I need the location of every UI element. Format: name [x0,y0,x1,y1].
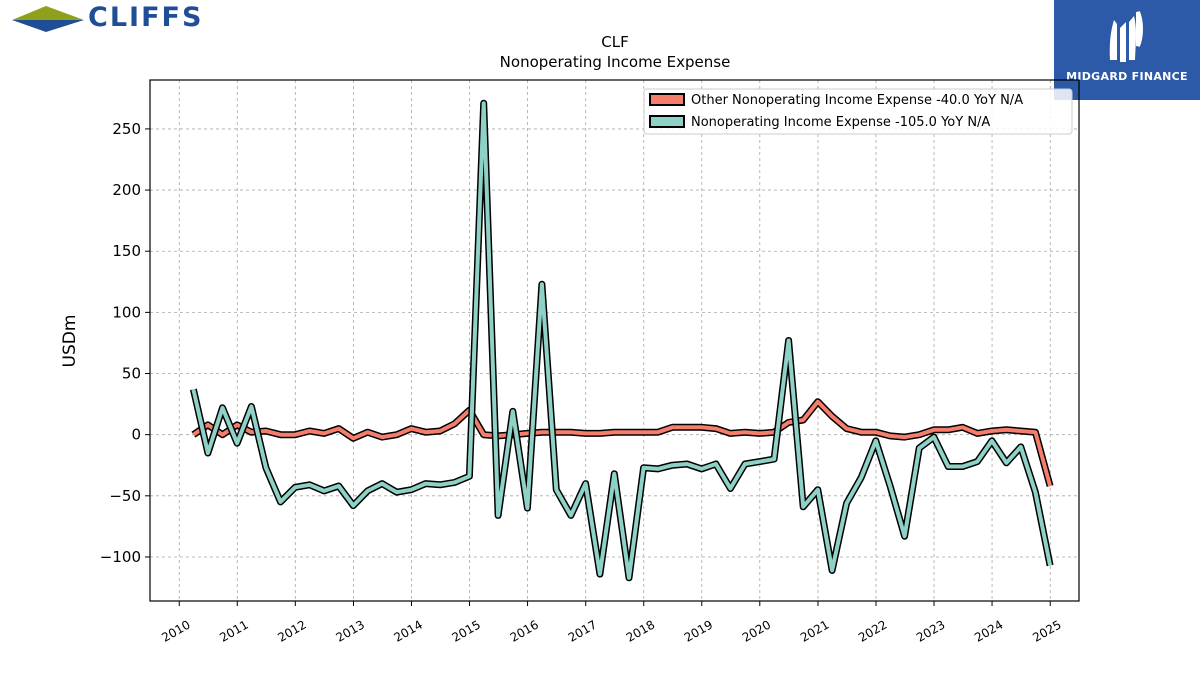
x-tick-label: 2021 [798,617,831,644]
y-tick-label: 200 [112,181,141,199]
x-tick-label: 2020 [740,617,773,644]
series-line-nonoperating-outline [189,99,1054,582]
y-tick-label: −50 [109,487,141,505]
series-line-other-nonoperating [192,399,1053,487]
x-tick-label: 2024 [972,617,1005,644]
series-lines [189,99,1054,582]
plot-frame [149,79,1080,602]
x-tick-label: 2023 [914,617,947,644]
midgard-finance-logo: MIDGARD FINANCE [1054,0,1200,100]
legend: Other Nonoperating Income Expense -40.0 … [643,88,1073,135]
x-tick-label: 2015 [450,617,483,644]
cliffs-logo-text: CLIFFS [88,2,204,33]
midgard-emblem-icon [1109,11,1143,62]
grid [150,80,1079,601]
y-axis-label: USDm [60,315,80,368]
y-tick-label: 150 [112,242,141,260]
legend-label-other: Other Nonoperating Income Expense -40.0 … [691,93,1023,108]
x-tick-label: 2017 [566,617,599,644]
cliffs-logo: CLIFFS [0,0,260,40]
legend-frame [643,88,1073,135]
x-tick-label: 2010 [159,617,192,644]
series-line-nonoperating [191,101,1053,580]
x-tick-label: 2022 [856,617,889,644]
y-tick-label: −100 [100,548,141,566]
y-tick-label: 250 [112,120,141,138]
cliffs-mountain-icon [12,6,84,32]
x-tick-label: 2018 [624,617,657,644]
x-tick-label: 2025 [1030,617,1063,644]
chart-title: CLF [601,33,628,51]
legend-swatch-other [649,93,685,106]
y-tick-label: 100 [112,303,141,321]
x-axis-ticks: 2010 2011 2012 2013 2014 2015 2016 2017 2018 2019… [159,601,1064,645]
legend-swatch-nonoperating [649,115,685,128]
chart-subtitle: Nonoperating Income Expense [500,53,731,71]
x-tick-label: 2012 [275,617,308,644]
x-tick-label: 2019 [682,617,715,644]
x-tick-label: 2016 [508,617,541,644]
y-axis-ticks: −100 −50 0 50 100 150 200 250 [100,120,150,566]
y-tick-label: 50 [122,365,141,383]
x-tick-label: 2013 [334,617,367,644]
legend-label-nonoperating: Nonoperating Income Expense -105.0 YoY N… [691,115,990,130]
y-tick-label: 0 [131,426,141,444]
midgard-finance-logo-text: MIDGARD FINANCE [1066,70,1188,83]
x-tick-label: 2011 [217,617,250,644]
x-tick-label: 2014 [392,617,425,644]
